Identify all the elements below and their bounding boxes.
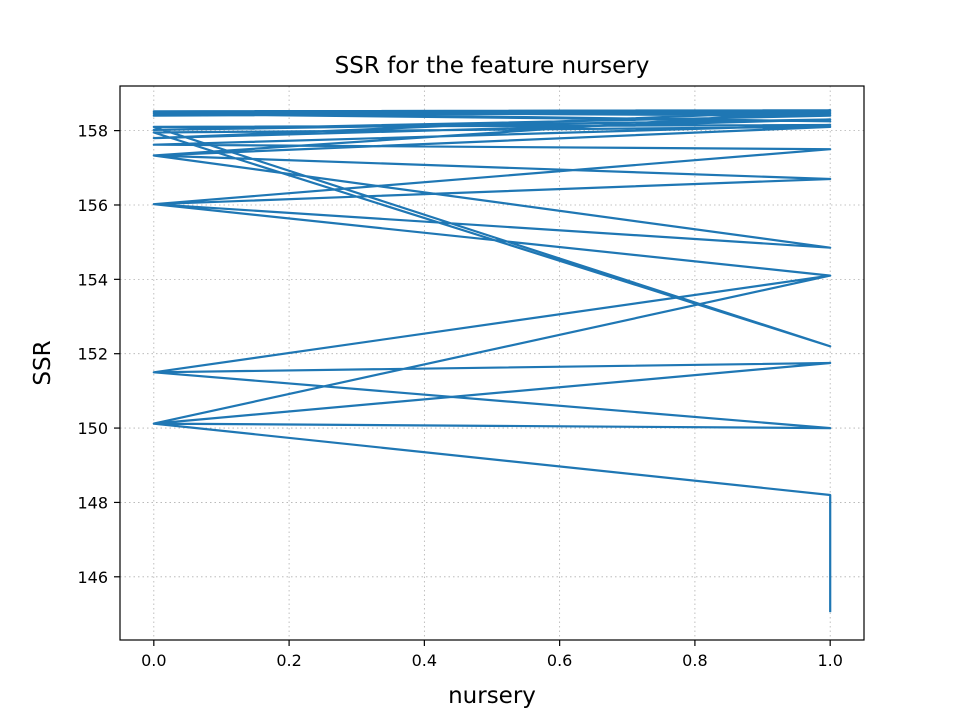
y-tick-label: 158 xyxy=(77,122,108,141)
y-tick-label: 148 xyxy=(77,493,108,512)
series-line xyxy=(152,109,832,613)
y-tick-label: 156 xyxy=(77,196,108,215)
x-axis-title: nursery xyxy=(448,683,536,709)
series-layer xyxy=(152,109,832,613)
y-tick-label: 154 xyxy=(77,270,108,289)
y-tick-label: 152 xyxy=(77,345,108,364)
x-tick-label: 0.2 xyxy=(276,651,301,670)
ticks: 0.0 0.2 0.4 0.6 0.8 1.0 146 148 150 152 154 156 158 xyxy=(77,122,842,670)
plot-frame xyxy=(119,85,865,641)
x-tick-label: 0.4 xyxy=(412,651,437,670)
chart-title: SSR for the feature nursery xyxy=(335,53,650,79)
x-tick-label: 0.6 xyxy=(547,651,572,670)
y-tick-label: 146 xyxy=(77,568,108,587)
y-axis-title: SSR xyxy=(30,340,56,385)
x-tick-label: 0.0 xyxy=(141,651,166,670)
y-tick-label: 150 xyxy=(77,419,108,438)
x-tick-label: 1.0 xyxy=(817,651,842,670)
x-tick-label: 0.8 xyxy=(682,651,707,670)
